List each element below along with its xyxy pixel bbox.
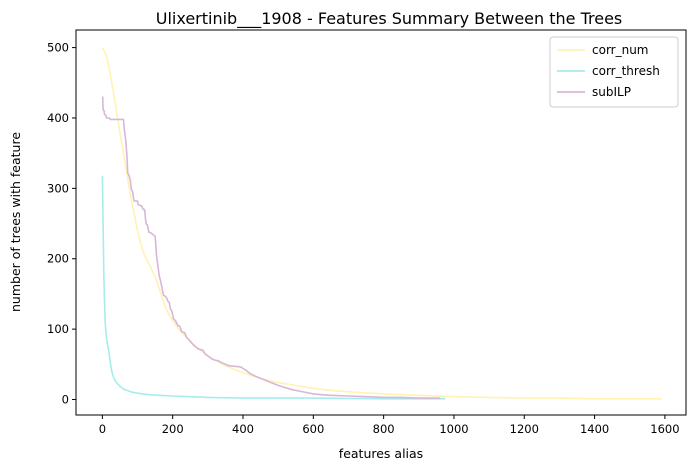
- x-axis: 0 200 400 600 800 1000 1200 1400 1600: [99, 415, 680, 436]
- series-line-subILP: [101, 96, 440, 399]
- series-line-corr-thresh: [101, 175, 446, 400]
- y-axis-label: number of trees with feature: [8, 132, 23, 312]
- x-tick-label: 400: [232, 422, 254, 436]
- plot-series: [101, 47, 662, 400]
- x-tick-label: 0: [99, 422, 106, 436]
- x-tick-label: 200: [162, 422, 184, 436]
- y-tick-label: 200: [47, 252, 69, 266]
- legend-label-corr-num: corr_num: [592, 43, 649, 57]
- series-line-corr-num: [101, 47, 662, 400]
- x-tick-label: 1000: [439, 422, 468, 436]
- x-tick-label: 1200: [510, 422, 539, 436]
- legend-label-corr-thresh: corr_thresh: [592, 64, 660, 78]
- chart-title: Ulixertinib___1908 - Features Summary Be…: [156, 9, 623, 29]
- y-tick-label: 100: [47, 322, 69, 336]
- y-tick-label: 300: [47, 181, 69, 195]
- legend-box: [549, 36, 679, 108]
- x-tick-label: 1600: [650, 422, 679, 436]
- y-tick-label: 0: [62, 393, 69, 407]
- y-tick-label: 500: [47, 41, 69, 55]
- y-axis: 0 100 200 300 400 500: [47, 41, 76, 407]
- x-tick-label: 600: [302, 422, 324, 436]
- plot-frame: [75, 29, 687, 416]
- x-axis-label: features alias: [339, 446, 423, 461]
- y-tick-label: 400: [47, 111, 69, 125]
- legend: corr_num corr_thresh subILP: [549, 36, 679, 108]
- x-tick-label: 800: [373, 422, 395, 436]
- legend-label-subILP: subILP: [592, 85, 631, 99]
- x-tick-label: 1400: [580, 422, 609, 436]
